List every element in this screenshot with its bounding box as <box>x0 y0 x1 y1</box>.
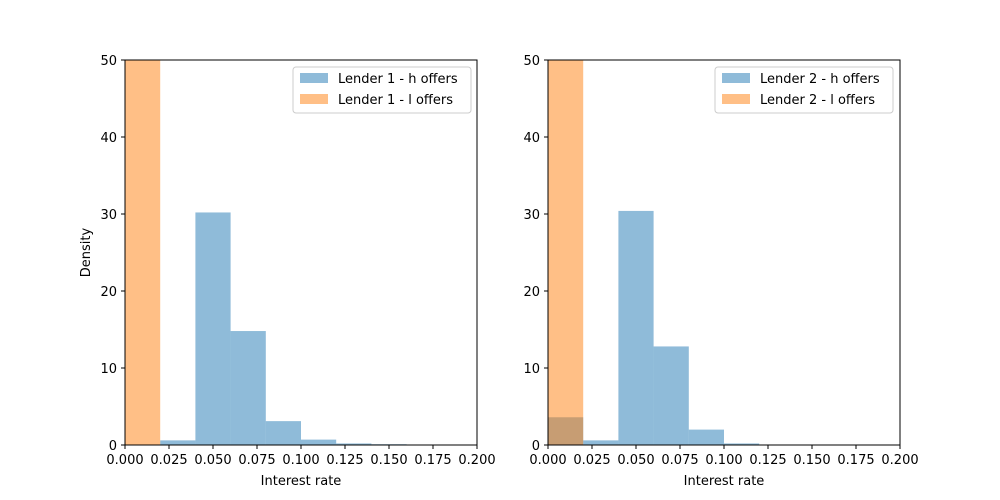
histogram-bar <box>265 421 301 445</box>
histogram-bar <box>548 60 584 445</box>
histogram-bar <box>125 60 161 445</box>
x-tick-label: 0.050 <box>617 453 654 468</box>
x-tick-label: 0.175 <box>414 453 451 468</box>
legend-swatch <box>722 73 750 83</box>
histogram-bar <box>160 440 196 445</box>
x-tick-label: 0.100 <box>705 453 742 468</box>
bars-group <box>548 60 760 445</box>
x-tick-label: 0.025 <box>573 453 610 468</box>
x-tick-label: 0.200 <box>881 453 918 468</box>
legend-swatch <box>722 94 750 104</box>
x-tick-label: 0.000 <box>529 453 566 468</box>
chart-panel-2: 0.000 0.025 0.050 0.075 0.100 0.125 0.150 0.175… <box>523 54 918 489</box>
histogram-bar <box>195 212 231 445</box>
x-tick-label: 0.000 <box>106 453 143 468</box>
y-tick-label: 0 <box>109 439 117 454</box>
legend-entry-label: Lender 2 - h offers <box>760 72 880 87</box>
histogram-bar <box>724 443 760 445</box>
legend-entry-label: Lender 2 - l offers <box>760 93 875 108</box>
y-tick-label: 20 <box>100 285 117 300</box>
x-tick-label: 0.050 <box>194 453 231 468</box>
y-tick-label: 0 <box>532 439 540 454</box>
x-tick-label: 0.125 <box>326 453 363 468</box>
x-tick-label: 0.025 <box>150 453 187 468</box>
y-tick-label: 10 <box>523 362 540 377</box>
histogram-bar <box>230 331 266 445</box>
y-tick-label: 30 <box>100 208 117 223</box>
y-tick-label: 30 <box>523 208 540 223</box>
x-tick-label: 0.150 <box>793 453 830 468</box>
axes-frame <box>547 59 901 446</box>
legend-swatch <box>300 94 328 104</box>
legend-entry-label: Lender 1 - h offers <box>338 72 458 87</box>
y-tick-label: 20 <box>523 285 540 300</box>
y-tick-label: 50 <box>100 54 117 69</box>
axes-frame <box>124 59 478 446</box>
histogram-bar <box>653 346 689 445</box>
y-tick-label: 10 <box>100 362 117 377</box>
legend-swatch <box>300 73 328 83</box>
x-tick-label: 0.175 <box>837 453 874 468</box>
histogram-bar <box>583 440 619 445</box>
x-tick-label: 0.150 <box>370 453 407 468</box>
x-axis-label: Interest rate <box>261 474 342 489</box>
x-axis-label: Interest rate <box>684 474 765 489</box>
histogram-bar <box>688 429 724 445</box>
y-tick-label: 50 <box>523 54 540 69</box>
histogram-bar <box>336 443 372 445</box>
legend-box <box>292 66 472 114</box>
legend-entry-label: Lender 1 - l offers <box>338 93 453 108</box>
chart-panel-1: 0.000 0.025 0.050 0.075 0.100 0.125 0.150 0.175… <box>79 54 496 489</box>
y-tick-label: 40 <box>523 131 540 146</box>
x-tick-label: 0.075 <box>238 453 275 468</box>
legend: Lender 2 - h offers Lender 2 - l offers <box>714 66 894 114</box>
x-tick-label: 0.125 <box>749 453 786 468</box>
histogram-bar <box>301 439 337 445</box>
x-tick-label: 0.200 <box>458 453 495 468</box>
legend-box <box>714 66 894 114</box>
x-tick-label: 0.075 <box>661 453 698 468</box>
legend: Lender 1 - h offers Lender 1 - l offers <box>292 66 472 114</box>
x-tick-label: 0.100 <box>282 453 319 468</box>
y-axis-label: Density <box>79 227 94 277</box>
bars-group <box>125 60 407 445</box>
y-tick-label: 40 <box>100 131 117 146</box>
histogram-bar <box>618 210 654 445</box>
